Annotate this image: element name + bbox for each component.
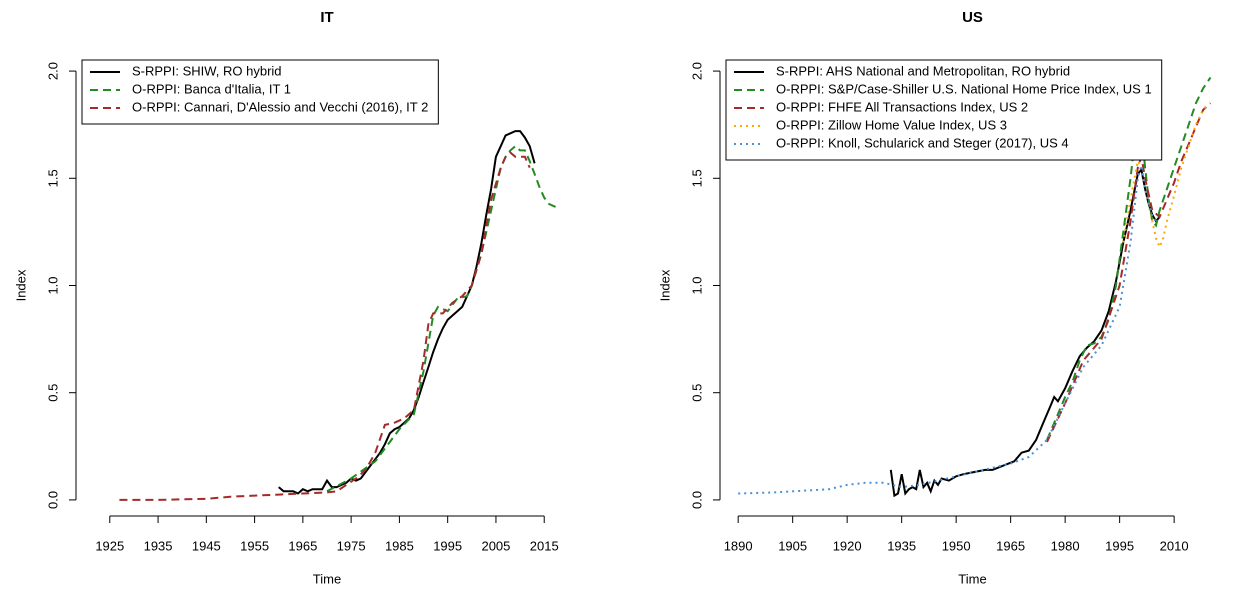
legend-label: O-RPPI: Cannari, D'Alessio and Vecchi (2… xyxy=(132,99,428,114)
legend-label: O-RPPI: FHFE All Transactions Index, US … xyxy=(776,99,1028,114)
x-tick-label: 1965 xyxy=(288,538,317,553)
y-tick-label: 1.5 xyxy=(689,169,704,187)
x-tick-label: 1955 xyxy=(240,538,269,553)
legend-box xyxy=(725,59,1163,161)
series-line xyxy=(889,167,1161,498)
x-tick-label: 1965 xyxy=(996,538,1025,553)
y-tick-label: 1.0 xyxy=(45,276,60,294)
y-tick-label: 1.5 xyxy=(45,169,60,187)
x-tick-label: 1985 xyxy=(385,538,414,553)
x-axis-label: Time xyxy=(313,571,341,586)
legend-label: O-RPPI: Zillow Home Value Index, US 3 xyxy=(776,117,1007,132)
series-line xyxy=(1122,104,1208,250)
legend-label: O-RPPI: Banca d'Italia, IT 1 xyxy=(132,81,291,96)
legend-label: S-RPPI: SHIW, RO hybrid xyxy=(132,63,282,78)
series-line xyxy=(119,151,531,501)
legend-box xyxy=(81,59,439,125)
x-tick-label: 1995 xyxy=(1105,538,1134,553)
y-tick-label: 2.0 xyxy=(689,62,704,80)
x-tick-label: 1945 xyxy=(192,538,221,553)
x-tick-label: 1980 xyxy=(1051,538,1080,553)
x-tick-label: 1975 xyxy=(337,538,366,553)
x-tick-label: 1935 xyxy=(144,538,173,553)
x-tick-label: 2015 xyxy=(530,538,559,553)
chart-title: US xyxy=(962,9,983,26)
x-tick-label: 1920 xyxy=(833,538,862,553)
legend-label: S-RPPI: AHS National and Metropolitan, R… xyxy=(776,63,1070,78)
y-tick-label: 0.5 xyxy=(45,384,60,402)
y-tick-label: 0.0 xyxy=(45,491,60,509)
x-tick-label: 1905 xyxy=(778,538,807,553)
chart-title: IT xyxy=(320,9,333,26)
y-tick-label: 0.5 xyxy=(689,384,704,402)
x-axis-label: Time xyxy=(958,571,986,586)
x-tick-label: 1890 xyxy=(724,538,753,553)
x-tick-label: 1925 xyxy=(95,538,124,553)
y-axis-label: Index xyxy=(657,269,672,301)
series-line xyxy=(738,165,1157,495)
series-line xyxy=(326,144,560,493)
legend-label: O-RPPI: Knoll, Schularick and Steger (20… xyxy=(776,135,1069,150)
x-tick-label: 2005 xyxy=(481,538,510,553)
y-tick-label: 2.0 xyxy=(45,62,60,80)
y-tick-label: 0.0 xyxy=(689,491,704,509)
x-tick-label: 1950 xyxy=(942,538,971,553)
y-axis-label: Index xyxy=(13,269,28,301)
x-tick-label: 2010 xyxy=(1160,538,1189,553)
x-tick-label: 1995 xyxy=(433,538,462,553)
y-tick-label: 1.0 xyxy=(689,276,704,294)
series-line xyxy=(1046,102,1212,443)
x-tick-label: 1935 xyxy=(887,538,916,553)
legend-label: O-RPPI: S&P/Case-Shiller U.S. National H… xyxy=(776,81,1152,96)
